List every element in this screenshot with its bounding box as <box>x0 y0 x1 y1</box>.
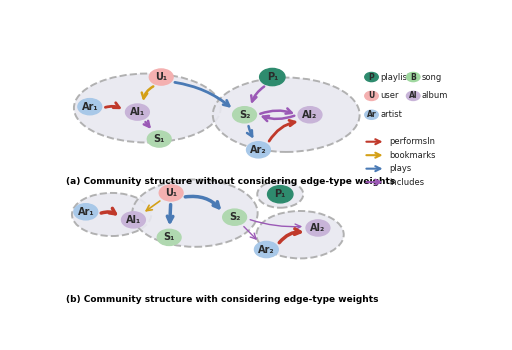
Ellipse shape <box>213 78 359 152</box>
Text: Ar₂: Ar₂ <box>258 245 274 254</box>
Ellipse shape <box>132 180 258 247</box>
Text: Al₁: Al₁ <box>126 215 141 225</box>
Text: Al₂: Al₂ <box>310 223 326 233</box>
Text: U₁: U₁ <box>155 72 167 82</box>
Circle shape <box>306 220 330 236</box>
Text: B: B <box>410 72 416 82</box>
Text: includes: includes <box>390 178 424 187</box>
Ellipse shape <box>72 193 152 236</box>
Circle shape <box>365 91 378 100</box>
Circle shape <box>121 212 145 228</box>
Text: user: user <box>380 91 399 100</box>
Circle shape <box>254 241 279 258</box>
Text: Al: Al <box>409 91 417 100</box>
Text: S₂: S₂ <box>229 212 240 222</box>
Text: U₁: U₁ <box>165 188 177 198</box>
Circle shape <box>125 104 150 120</box>
Circle shape <box>78 99 102 115</box>
Circle shape <box>159 185 183 201</box>
Text: artist: artist <box>380 110 402 119</box>
Circle shape <box>407 91 420 100</box>
Text: Al₂: Al₂ <box>303 110 317 120</box>
Text: S₂: S₂ <box>239 110 250 120</box>
Text: performsIn: performsIn <box>390 137 435 146</box>
Ellipse shape <box>257 181 303 208</box>
Circle shape <box>407 72 420 82</box>
Circle shape <box>223 209 247 225</box>
Text: album: album <box>422 91 449 100</box>
Text: Ar₁: Ar₁ <box>81 102 98 112</box>
Text: (b) Community structure with considering edge-type weights: (b) Community structure with considering… <box>66 295 378 304</box>
Text: song: song <box>422 72 442 82</box>
Text: plays: plays <box>390 164 412 173</box>
Circle shape <box>365 110 378 119</box>
Circle shape <box>147 131 171 147</box>
Circle shape <box>247 142 270 158</box>
Circle shape <box>268 186 293 203</box>
Circle shape <box>157 229 181 245</box>
Text: S₁: S₁ <box>154 134 165 144</box>
Text: playlist: playlist <box>380 72 411 82</box>
Text: (a) Community structure without considering edge-type weights: (a) Community structure without consider… <box>66 177 395 186</box>
Ellipse shape <box>257 211 344 258</box>
Circle shape <box>260 68 285 86</box>
Text: P₁: P₁ <box>267 72 278 82</box>
Circle shape <box>298 107 322 123</box>
Circle shape <box>150 69 173 85</box>
Circle shape <box>74 204 98 220</box>
Text: bookmarks: bookmarks <box>390 151 436 160</box>
Text: Al₁: Al₁ <box>130 107 145 117</box>
Circle shape <box>232 107 257 123</box>
Text: Ar: Ar <box>367 110 376 119</box>
Ellipse shape <box>74 74 221 142</box>
Circle shape <box>365 72 378 82</box>
Text: Ar₁: Ar₁ <box>77 207 94 217</box>
Text: U: U <box>369 91 375 100</box>
Text: P₁: P₁ <box>274 189 286 199</box>
Text: S₁: S₁ <box>163 232 175 243</box>
Text: P: P <box>369 72 374 82</box>
Text: Ar₂: Ar₂ <box>250 145 267 155</box>
